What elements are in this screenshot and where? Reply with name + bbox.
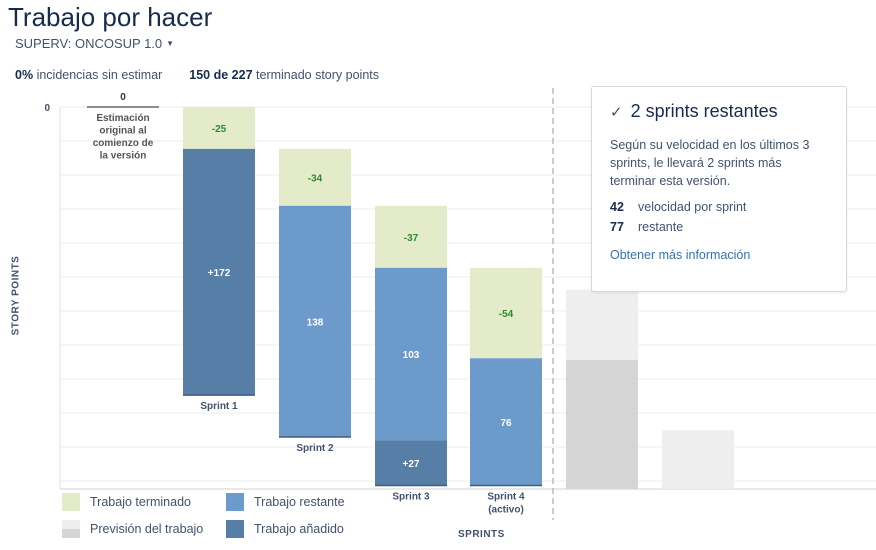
version-selector[interactable]: SUPERV: ONCOSUP 1.0 ▼ (15, 36, 174, 51)
sprint-sublabel: (activo) (488, 505, 524, 516)
forecast-description: Según su velocidad en los últimos 3 spri… (610, 138, 810, 188)
bar-done-label: -34 (308, 173, 323, 184)
bar-done (183, 107, 255, 149)
legend-item-done: Trabajo terminado (62, 493, 191, 511)
bar-remaining (470, 358, 542, 486)
legend-swatch-forecast (62, 520, 80, 538)
velocity-label: velocidad por sprint (638, 200, 747, 214)
forecast-bar-done (566, 289, 638, 361)
bar-remaining (279, 205, 351, 437)
forecast-bar-remaining (566, 360, 638, 489)
y-tick-label: 0 (44, 103, 50, 114)
initial-estimate-caption: comienzo de (93, 138, 154, 149)
version-label: SUPERV: ONCOSUP 1.0 (15, 36, 163, 51)
remaining-label: restante (638, 220, 684, 234)
bar-done (470, 267, 542, 359)
legend-label-remaining: Trabajo restante (254, 495, 345, 509)
legend-swatch-done (62, 493, 80, 511)
page-title: Trabajo por hacer (8, 2, 213, 32)
legend-swatch-added (226, 520, 244, 538)
initial-estimate-caption: original al (99, 126, 146, 137)
forecast-bar-done (662, 430, 734, 489)
sprint-label: Sprint 4 (487, 492, 525, 503)
y-axis-label: STORY POINTS (10, 255, 22, 336)
initial-estimate-caption: Estimación (96, 113, 149, 124)
bar-remaining-label: 103 (403, 350, 420, 361)
forecast-heading: ✓ 2 sprints restantes (610, 101, 828, 122)
initial-estimate-caption: la versión (100, 151, 147, 162)
unestimated-label: incidencias sin estimar (36, 68, 163, 82)
initial-estimate-value: 0 (120, 92, 126, 103)
bar-done (279, 148, 351, 206)
bar-done-label: -54 (499, 309, 514, 320)
legend-label-added: Trabajo añadido (254, 522, 344, 536)
summary-stats: 0% incidencias sin estimar 150 de 227 te… (15, 68, 379, 82)
velocity-metric: 42 velocidad por sprint (610, 200, 828, 214)
sprint-label: Sprint 1 (200, 401, 238, 412)
bar-remaining-label: 76 (500, 418, 512, 429)
legend-label-done: Trabajo terminado (90, 495, 191, 509)
unestimated-percent: 0% (15, 68, 34, 82)
bar-remaining (183, 148, 255, 396)
learn-more-link[interactable]: Obtener más información (610, 248, 751, 262)
bar-remaining (375, 267, 447, 441)
bar-done-label: -25 (212, 124, 227, 135)
bar-added-label: +27 (403, 459, 420, 470)
chevron-down-icon: ▼ (166, 39, 175, 48)
sprint-label: Sprint 3 (392, 492, 430, 503)
velocity-value: 42 (610, 200, 624, 214)
check-icon: ✓ (610, 103, 623, 121)
bar-remaining-label: +172 (208, 268, 231, 279)
x-axis-label: SPRINTS (458, 529, 505, 540)
legend-item-forecast: Previsión del trabajo (62, 520, 203, 538)
sprint-label: Sprint 2 (296, 443, 334, 454)
legend-item-added: Trabajo añadido (226, 520, 344, 538)
bar-remaining-label: 138 (307, 317, 324, 328)
bar-done (375, 205, 447, 268)
bar-done-label: -37 (404, 233, 419, 244)
remaining-metric: 77 restante (610, 220, 828, 234)
completed-count: 150 de 227 (189, 68, 253, 82)
forecast-title: 2 sprints restantes (630, 101, 778, 121)
forecast-panel: ✓ 2 sprints restantes Según su velocidad… (591, 86, 847, 292)
legend-item-remaining: Trabajo restante (226, 493, 345, 511)
bar-added (375, 440, 447, 486)
legend-label-forecast: Previsión del trabajo (90, 522, 204, 536)
legend-swatch-remaining (226, 493, 244, 511)
completed-label: terminado story points (256, 68, 379, 82)
remaining-value: 77 (610, 220, 624, 234)
